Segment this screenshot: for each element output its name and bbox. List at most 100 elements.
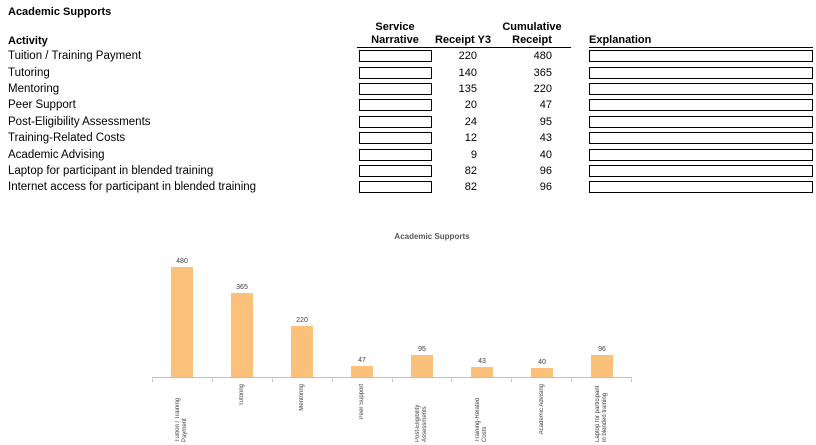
table-row: Mentoring 135 220: [8, 81, 816, 97]
explanation-input-cell[interactable]: [589, 66, 813, 79]
activity-header-cell: Academic Supports Activity: [8, 6, 357, 48]
bar: [171, 266, 193, 377]
service-narrative-input-cell[interactable]: [358, 181, 432, 194]
explanation-column-header: Explanation: [589, 6, 813, 48]
activity-label: Academic Advising: [8, 148, 105, 161]
cumulative-value: 43: [539, 132, 552, 145]
axis-tick: [152, 379, 212, 382]
bar-slot: 480: [152, 258, 212, 377]
table-rows: Tuition / Training Payment 220 480 Tutor…: [8, 48, 816, 196]
table-row: Laptop for participant in blended traini…: [8, 163, 816, 179]
chart-axis-ticks: [152, 379, 632, 382]
cumulative-value: 365: [533, 66, 552, 79]
bar: [291, 326, 313, 377]
explanation-input-cell[interactable]: [589, 82, 813, 95]
receipt-y3-value: 140: [458, 66, 477, 79]
service-narrative-input-cell[interactable]: [358, 82, 432, 95]
category-label: Post-Eligibility Assessments: [415, 404, 428, 442]
bar: [411, 355, 433, 377]
bar: [591, 354, 613, 377]
axis-tick: [331, 379, 392, 382]
cumulative-value: 96: [539, 181, 552, 194]
service-narrative-input-cell[interactable]: [358, 148, 432, 161]
service-narrative-cell-wrap: [357, 50, 433, 63]
explanation-input-cell[interactable]: [589, 148, 813, 161]
service-narrative-cell-wrap: [357, 132, 433, 145]
table-row: Tuition / Training Payment 220 480: [8, 48, 816, 64]
service-narrative-cell-wrap: [357, 181, 433, 194]
category-label-slot: Training-Related Costs: [452, 384, 512, 442]
explanation-input-cell[interactable]: [589, 115, 813, 128]
service-narrative-input-cell[interactable]: [358, 50, 432, 63]
chart-category-axis: Tuition / Training Payment Tutoring Mentor…: [152, 384, 632, 442]
axis-tick: [511, 379, 571, 382]
bar-value-label: 47: [358, 357, 366, 365]
service-narrative-cell-wrap: [357, 164, 433, 177]
bar-slot: 47: [332, 357, 392, 377]
service-narrative-cell-wrap: [357, 148, 433, 161]
receipt-y3-value: 24: [464, 115, 477, 128]
chart-plot-area: 480 365 220 47 95 43 40 96: [152, 258, 632, 378]
axis-tick: [211, 379, 272, 382]
activity-label: Laptop for participant in blended traini…: [8, 164, 214, 177]
table-row: Post-Eligibility Assessments 24 95: [8, 114, 816, 130]
category-label-slot: Tuition / Training Payment: [152, 384, 212, 442]
service-narrative-input-cell[interactable]: [358, 115, 432, 128]
service-narrative-input-cell[interactable]: [358, 132, 432, 145]
explanation-input-cell[interactable]: [589, 132, 813, 145]
service-narrative-input-cell[interactable]: [358, 66, 432, 79]
service-narrative-cell-wrap: [357, 115, 433, 128]
receipt-y3-value: 82: [464, 181, 477, 194]
explanation-input-cell[interactable]: [589, 181, 813, 194]
cumulative-value: 480: [533, 50, 552, 63]
service-narrative-column-header: Service Narrative: [357, 6, 433, 48]
table-row: Internet access for participant in blend…: [8, 179, 816, 195]
category-label: Tutoring: [238, 384, 245, 406]
activity-label: Tuition / Training Payment: [8, 50, 142, 63]
receipt-y3-value: 12: [464, 132, 477, 145]
bar-value-label: 220: [296, 317, 308, 325]
explanation-cell-wrap: [589, 164, 813, 177]
activity-label: Peer Support: [8, 99, 76, 112]
bar-value-label: 480: [176, 257, 188, 265]
bar-slot: 365: [212, 284, 272, 377]
bar-value-label: 95: [418, 346, 426, 354]
chart-title: Academic Supports: [394, 232, 470, 241]
cumulative-value: 40: [539, 148, 552, 161]
explanation-input-cell[interactable]: [589, 164, 813, 177]
cumulative-value: 47: [539, 99, 552, 112]
bar-value-label: 43: [478, 358, 486, 366]
service-narrative-input-cell[interactable]: [358, 99, 432, 112]
bar-slot: 96: [572, 346, 632, 377]
activity-label: Mentoring: [8, 82, 60, 95]
category-label: Laptop for participant in blended traini…: [595, 385, 608, 442]
cumulative-receipt-column-header: Cumulative Receipt: [493, 6, 571, 48]
category-label-slot: Peer Support: [332, 384, 392, 442]
table-row: Training-Related Costs 12 43: [8, 130, 816, 146]
header-spacer: [571, 6, 589, 48]
service-narrative-cell-wrap: [357, 99, 433, 112]
bar-value-label: 365: [236, 284, 248, 291]
explanation-cell-wrap: [589, 82, 813, 95]
explanation-cell-wrap: [589, 115, 813, 128]
bar-value-label: 96: [598, 345, 606, 353]
category-label-slot: Academic Advising: [512, 384, 572, 442]
category-label-slot: Laptop for participant in blended traini…: [572, 384, 632, 442]
explanation-cell-wrap: [589, 132, 813, 145]
service-narrative-input-cell[interactable]: [358, 164, 432, 177]
category-label: Academic Advising: [538, 384, 545, 435]
explanation-cell-wrap: [589, 181, 813, 194]
category-label-slot: Mentoring: [272, 384, 332, 442]
receipt-y3-value: 9: [470, 148, 477, 161]
axis-tick: [391, 379, 452, 382]
explanation-input-cell[interactable]: [589, 50, 813, 63]
cumulative-value: 96: [539, 164, 552, 177]
axis-tick: [451, 379, 511, 382]
explanation-cell-wrap: [589, 50, 813, 63]
explanation-input-cell[interactable]: [589, 99, 813, 112]
explanation-cell-wrap: [589, 99, 813, 112]
section-title: Academic Supports: [8, 6, 112, 18]
receipt-y3-value: 220: [458, 50, 477, 63]
service-narrative-cell-wrap: [357, 82, 433, 95]
activity-label: Training-Related Costs: [8, 132, 126, 145]
